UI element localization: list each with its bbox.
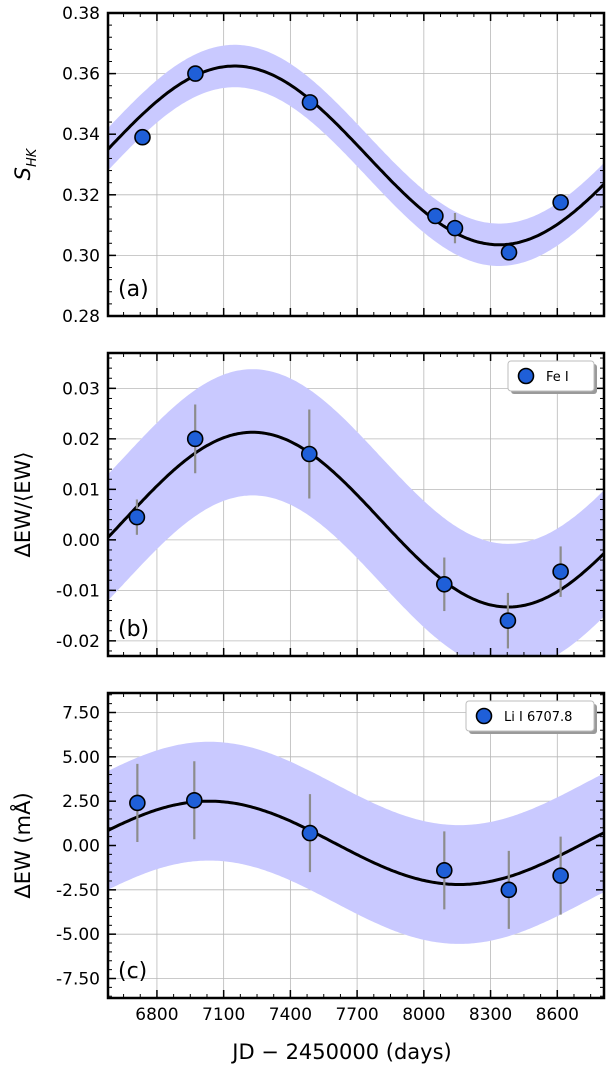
confidence-band (108, 742, 604, 944)
data-point (188, 431, 203, 446)
y-tick-label: 7.50 (62, 704, 100, 724)
panel-label: (a) (118, 277, 149, 302)
x-tick-label: 7100 (202, 1005, 245, 1025)
y-tick-label: 0.30 (62, 246, 100, 266)
panel-c: -7.50 -5.00 -2.50 0.00 2.50 5.00 7.50 6800 7100 7… (9, 693, 604, 1025)
data-point (500, 613, 515, 628)
y-axis-title: ΔEW/⟨EW⟩ (11, 452, 35, 558)
y-tick-label: 0.28 (62, 307, 100, 327)
y-tick-label: 0.03 (62, 379, 100, 399)
data-point (135, 130, 150, 145)
legend-label: Li I 6707.8 (504, 710, 572, 725)
y-tick-label: 5.00 (62, 748, 100, 768)
y-tick-label: 0.36 (62, 65, 100, 85)
legend-marker (477, 709, 492, 724)
panel-a: 0.28 0.30 0.32 0.34 0.36 0.38 SHK (a) (11, 4, 604, 327)
data-point (502, 245, 517, 260)
panel-label: (b) (118, 617, 149, 642)
y-tick-label: 0.32 (62, 186, 100, 206)
y-tick-label: 0.01 (62, 480, 100, 500)
y-tick-label: -2.50 (56, 881, 100, 901)
data-point (188, 66, 203, 81)
data-point (553, 868, 568, 883)
x-tick-label: 8600 (536, 1005, 579, 1025)
legend-marker (519, 369, 534, 384)
y-tick-label: 0.38 (62, 4, 100, 24)
x-tick-label: 8000 (402, 1005, 445, 1025)
y-tick-label: 0.34 (62, 125, 100, 145)
x-tick-label: 7400 (269, 1005, 312, 1025)
panel-b: -0.02 -0.01 0.00 0.01 0.02 0.03 ΔEW/⟨EW⟩ (b) Fe … (11, 353, 604, 670)
y-axis-title-main: S (11, 167, 35, 180)
data-point (187, 793, 202, 808)
x-tick-label: 7700 (335, 1005, 378, 1025)
panel-label: (c) (118, 959, 147, 984)
x-axis-title: JD − 2450000 (days) (230, 1040, 451, 1064)
data-point (129, 510, 144, 525)
plot-area (108, 693, 604, 998)
y-tick-label: 2.50 (62, 792, 100, 812)
y-tick-label: -7.50 (56, 969, 100, 989)
y-tick-label: -5.00 (56, 925, 100, 945)
y-axis-title: ΔEW (mÅ) (9, 792, 35, 898)
data-point (437, 577, 452, 592)
y-tick-label: -0.01 (56, 581, 100, 601)
y-axis-title: SHK (11, 147, 40, 180)
y-tick-label: -0.02 (56, 632, 100, 652)
y-tick-label: 0.00 (62, 837, 100, 857)
data-point (130, 795, 145, 810)
data-point (553, 195, 568, 210)
data-point (553, 564, 568, 579)
confidence-band (108, 45, 604, 266)
confidence-band (108, 369, 604, 670)
data-point (428, 209, 443, 224)
plot-area (108, 353, 604, 670)
data-point (447, 221, 462, 236)
x-tick-label: 6800 (135, 1005, 178, 1025)
y-axis-title-sub: HK (25, 147, 40, 167)
y-tick-label: 0.00 (62, 531, 100, 551)
x-tick-label: 8300 (469, 1005, 512, 1025)
data-point (437, 863, 452, 878)
plot-area (108, 13, 604, 316)
data-point (302, 826, 317, 841)
data-point (501, 882, 516, 897)
y-tick-label: 0.02 (62, 430, 100, 450)
legend-label: Fe I (546, 370, 569, 385)
data-point (302, 95, 317, 110)
data-point (302, 447, 317, 462)
